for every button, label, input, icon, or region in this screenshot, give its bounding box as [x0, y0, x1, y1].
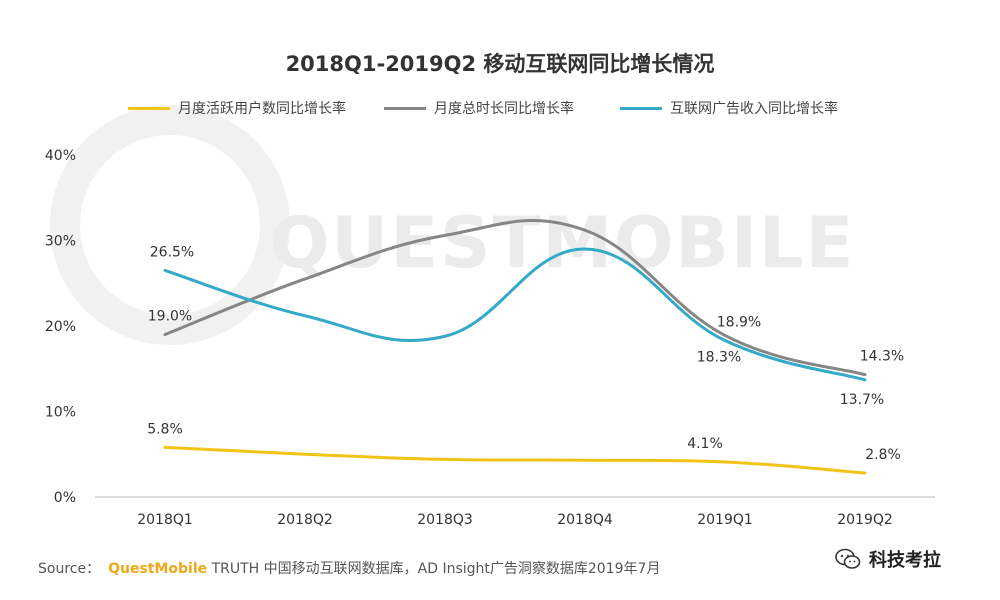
series-line-ad	[163, 247, 867, 382]
source-text: TRUTH 中国移动互联网数据库，AD Insight广告洞察数据库2019年7…	[207, 561, 661, 577]
y-tick-label: 10%	[45, 405, 76, 421]
data-label: 4.1%	[687, 436, 723, 452]
y-tick-label: 0%	[54, 490, 76, 506]
source-prefix: Source：	[38, 561, 101, 577]
legend-label-ad: 互联网广告收入同比增长率	[670, 101, 838, 117]
data-label: 18.9%	[717, 314, 761, 330]
y-tick-label: 30%	[45, 234, 76, 250]
source-brand: QuestMobile	[108, 561, 208, 577]
wechat-name: 科技考拉	[869, 550, 941, 571]
legend-swatch-ad	[620, 107, 662, 110]
x-tick-label: 2018Q2	[277, 512, 333, 528]
legend-label-mau: 月度活跃用户数同比增长率	[178, 101, 346, 117]
chart-title: 2018Q1-2019Q2 移动互联网同比增长情况	[285, 52, 715, 76]
watermark-text: QUESTMOBILE	[270, 202, 856, 284]
legend-swatch-time	[384, 107, 426, 110]
data-label: 13.7%	[840, 392, 884, 408]
data-label: 5.8%	[147, 421, 183, 437]
data-label: 26.5%	[150, 244, 194, 260]
wechat-icon	[835, 548, 861, 569]
data-label: 18.3%	[697, 350, 741, 366]
data-label: 2.8%	[865, 447, 901, 463]
legend-label-time: 月度总时长同比增长率	[434, 101, 574, 117]
x-tick-label: 2019Q2	[837, 512, 893, 528]
series-line-time	[163, 219, 867, 377]
x-tick-label: 2018Q1	[137, 512, 193, 528]
legend-swatch-mau	[128, 107, 170, 110]
x-tick-label: 2018Q4	[557, 512, 613, 528]
data-label: 19.0%	[148, 309, 192, 325]
data-label: 14.3%	[860, 349, 904, 365]
legend: 月度活跃用户数同比增长率 月度总时长同比增长率 互联网广告收入同比增长率	[0, 96, 1000, 120]
y-tick-label: 20%	[45, 319, 76, 335]
source-note: Source： QuestMobile TRUTH 中国移动互联网数据库，AD I…	[38, 558, 660, 578]
x-tick-label: 2018Q3	[417, 512, 473, 528]
y-tick-label: 40%	[45, 148, 76, 164]
x-tick-label: 2019Q1	[697, 512, 753, 528]
series-line-mau	[163, 445, 867, 475]
